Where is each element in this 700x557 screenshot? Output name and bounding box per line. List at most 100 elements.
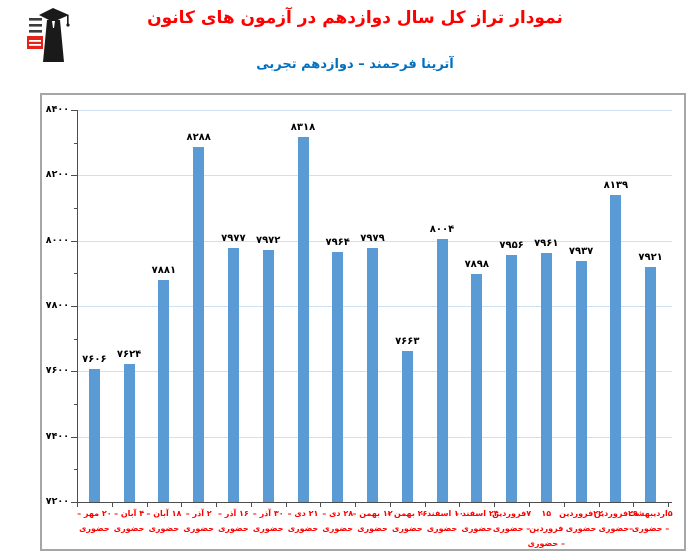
bar-value-label: ۷۹۳۷ [568, 246, 594, 258]
x-category-label-line: حضوری [79, 524, 110, 533]
bar [158, 279, 170, 502]
x-category-label-line: ۲۴ اسفند – [455, 509, 499, 518]
x-category-label: ۲۱ دی – حضوری [281, 506, 325, 536]
logo-badge-text [29, 44, 41, 46]
page-subtitle: آترینا فرحمند – دوازدهم تجربی [256, 57, 454, 72]
y-axis-major-tick [71, 306, 77, 307]
bar [88, 369, 100, 502]
y-axis-tick-label: ۸۲۰۰ [45, 169, 69, 181]
bar-value-label: ۷۶۶۳ [395, 335, 420, 347]
x-category-label-line: ۵اردیبهشت [628, 509, 673, 518]
x-category-label-line: حضوری [322, 524, 353, 533]
x-category-label-line: ۲۸ دی – [322, 509, 354, 518]
y-gridline [77, 240, 672, 242]
bar [123, 363, 135, 502]
logo-red-badge [27, 36, 43, 49]
x-axis-tick [459, 503, 461, 507]
bar [436, 239, 448, 502]
x-category-label-line: حضوری [113, 524, 145, 533]
x-axis-tick [668, 503, 669, 507]
bar-value-label: ۸۲۸۸ [186, 131, 211, 143]
x-category-label-line: ۱۸ آبان – [146, 509, 182, 518]
x-category-label-line: حضوری [252, 524, 284, 533]
x-category-label-line: حضوری [426, 524, 458, 533]
x-axis-line [77, 502, 672, 503]
bar-value-label: ۸۳۱۸ [290, 121, 316, 133]
bar-value-label: ۷۹۷۲ [255, 234, 281, 246]
x-category-label-line: ۲۱ دی – [287, 509, 319, 518]
x-category-label: ۵اردیبهشت – حضوری [628, 506, 673, 536]
x-category-label: ۲۹فروردین –حضوری [594, 506, 638, 536]
x-category-label: ۲۶ بهمن – حضوری [385, 506, 429, 536]
y-axis-line [77, 110, 78, 503]
x-category-label: ۱۰ اسفند – حضوری [420, 506, 464, 536]
x-category-label-line: – حضوری [527, 539, 565, 548]
x-axis-tick [181, 503, 183, 507]
x-axis-tick [111, 503, 113, 507]
y-axis-minor-tick [74, 208, 77, 209]
logo-text-line [29, 18, 42, 21]
y-axis-major-tick [71, 371, 77, 373]
y-axis-major-tick [71, 110, 77, 111]
logo-text-line [29, 24, 42, 27]
x-axis-tick [77, 503, 78, 507]
bar-value-label: ۷۹۶۱ [534, 238, 559, 250]
x-category-label-line: حضوری [148, 524, 180, 533]
bar-value-label: ۷۹۷۷ [221, 233, 246, 245]
x-category-label: ۱۲ بهمن – حضوری [351, 506, 395, 536]
bar-value-label: ۷۸۸۱ [151, 264, 177, 276]
logo-badge-text [29, 40, 41, 42]
x-axis-tick [424, 503, 426, 507]
y-axis-minor-tick [74, 404, 77, 405]
y-axis-tick-label: ۷۲۰۰ [45, 496, 69, 507]
y-axis-tick-label: ۷۴۰۰ [45, 430, 69, 442]
x-category-label-line: ۳۰ آذر – [252, 509, 284, 518]
x-category-label: ۲۰ مهر – حضوری [72, 506, 116, 536]
x-category-label-line: ۱۵ فروردین [529, 509, 564, 533]
x-category-label: ۷فروردین – حضوری [490, 506, 534, 536]
bar [540, 253, 552, 502]
bar-value-label: ۸۱۳۹ [603, 180, 629, 192]
bar [367, 247, 378, 502]
bar [575, 261, 587, 502]
x-axis-tick [389, 503, 391, 507]
x-category-label-line: ۴ آبان – [114, 509, 145, 518]
x-category-label: ۲ آذر – حضوری [177, 506, 221, 536]
y-axis-tick-label: ۷۸۰۰ [45, 300, 69, 311]
y-axis-minor-tick [74, 338, 77, 340]
x-category-label: ۲۲فروردین حضوری [559, 506, 603, 536]
chart-frame [40, 93, 686, 551]
x-axis-tick [563, 503, 565, 507]
bar-value-label: ۷۶۲۴ [116, 348, 142, 360]
logo-text-line [29, 30, 42, 33]
y-axis-tick-label: ۷۶۰۰ [45, 365, 69, 377]
x-category-label-line: حضوری [461, 524, 493, 533]
x-category-label: ۱۵ فروردین – حضوری [524, 506, 568, 551]
x-category-label-line: حضوری [218, 524, 249, 533]
x-category-label-line: – حضوری [492, 524, 531, 533]
x-category-label: ۲۴ اسفند – حضوری [455, 506, 499, 536]
y-axis-tick-label: ۸۰۰۰ [45, 234, 69, 246]
x-axis-tick [598, 503, 600, 507]
x-axis-tick [285, 503, 287, 507]
bar-value-label: ۸۰۰۴ [429, 224, 455, 236]
x-axis-tick [494, 503, 496, 507]
x-category-label-line: حضوری [565, 524, 597, 533]
bar [471, 274, 483, 502]
x-category-label: ۱۶ آذر – حضوری [211, 506, 255, 536]
y-axis-major-tick [71, 175, 77, 177]
bar-value-label: ۷۹۵۶ [499, 240, 524, 251]
bar-value-label: ۷۶۰۶ [82, 354, 107, 366]
bar [401, 350, 413, 502]
x-category-label-line: ۱۲ بهمن – [352, 509, 393, 518]
bar-value-label: ۷۹۲۱ [638, 251, 663, 263]
x-axis-tick [146, 503, 148, 507]
x-category-label: ۳۰ آذر – حضوری [246, 506, 290, 536]
x-axis-tick [250, 503, 252, 507]
y-axis-major-tick [71, 436, 77, 438]
x-category-label-line: حضوری [357, 524, 388, 533]
x-category-label: ۲۸ دی – حضوری [316, 506, 360, 536]
x-axis-tick [355, 503, 357, 507]
bar-value-label: ۷۸۹۸ [464, 259, 489, 270]
y-axis-minor-tick [74, 273, 77, 275]
